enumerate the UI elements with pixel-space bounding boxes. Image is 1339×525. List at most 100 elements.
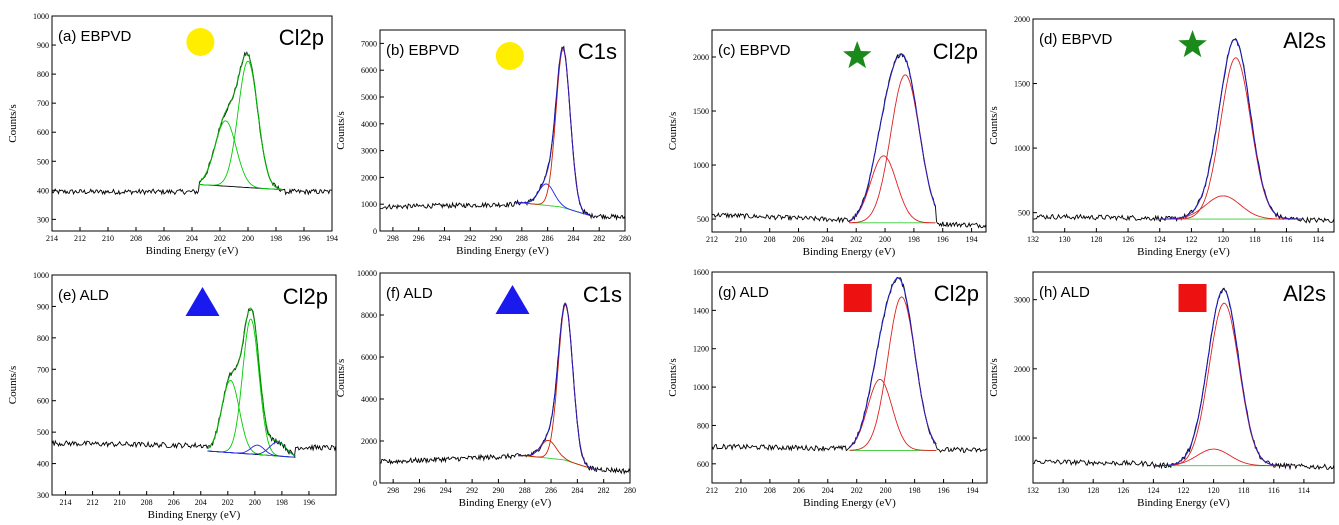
x-tick-label: 296 bbox=[413, 486, 425, 495]
y-tick-label: 400 bbox=[37, 186, 49, 195]
x-tick-label: 206 bbox=[793, 486, 805, 495]
x-tick-label: 290 bbox=[492, 486, 504, 495]
x-tick-label: 114 bbox=[1298, 486, 1310, 495]
x-tick-label: 198 bbox=[270, 234, 282, 243]
plot-frame bbox=[1032, 18, 1335, 233]
y-tick-label: 800 bbox=[37, 334, 49, 343]
x-tick-label: 206 bbox=[158, 234, 170, 243]
x-tick-label: 298 bbox=[387, 234, 399, 243]
y-tick-label: 2000 bbox=[361, 173, 377, 182]
x-tick-label: 286 bbox=[542, 234, 554, 243]
chart-panel: 212 210 208 206 204 202 200 198 196 194 500 1000 150… bbox=[667, 29, 987, 258]
x-axis-label: Binding Energy (eV) bbox=[1137, 246, 1230, 258]
x-tick-label: 196 bbox=[303, 498, 315, 507]
x-tick-label: 200 bbox=[880, 486, 892, 495]
y-tick-label: 1000 bbox=[33, 12, 49, 21]
y-tick-label: 1000 bbox=[1014, 144, 1030, 153]
x-tick-label: 116 bbox=[1268, 486, 1280, 495]
x-tick-label: 212 bbox=[74, 234, 86, 243]
plot-area bbox=[712, 53, 986, 229]
x-tick-label: 130 bbox=[1059, 235, 1071, 244]
plot-area bbox=[1033, 37, 1334, 224]
y-tick-label: 500 bbox=[697, 215, 709, 224]
x-tick-label: 208 bbox=[764, 486, 776, 495]
peak-label: C1s bbox=[583, 282, 622, 307]
plot-frame bbox=[51, 274, 337, 496]
x-tick-label: 200 bbox=[249, 498, 261, 507]
y-tick-label: 1000 bbox=[693, 161, 709, 170]
sample-marker-square bbox=[1178, 284, 1207, 312]
y-axis-label: Counts/s bbox=[667, 358, 679, 397]
fit-component-line bbox=[198, 60, 284, 190]
plot-area bbox=[1033, 287, 1334, 471]
fit-component-line bbox=[207, 318, 296, 458]
raw-spectrum-line bbox=[52, 51, 332, 196]
chart-panel: 298 296 294 292 290 288 286 284 282 280 0 1000 2000 3… bbox=[335, 29, 631, 257]
y-tick-label: 3000 bbox=[1014, 296, 1030, 305]
chart-panel: 214 212 210 208 206 204 202 200 198 196 300 400 500 6… bbox=[7, 271, 337, 521]
x-tick-label: 118 bbox=[1238, 486, 1250, 495]
y-tick-label: 2000 bbox=[693, 53, 709, 62]
peak-label: C1s bbox=[578, 39, 617, 64]
y-tick-label: 1000 bbox=[1014, 434, 1030, 443]
y-tick-label: 6000 bbox=[361, 353, 377, 362]
plot-area bbox=[712, 276, 987, 454]
x-tick-label: 282 bbox=[593, 234, 605, 243]
raw-spectrum-line bbox=[1033, 37, 1334, 224]
y-tick-label: 600 bbox=[37, 397, 49, 406]
fit-component-line bbox=[518, 304, 598, 471]
fit-envelope-line bbox=[518, 302, 598, 471]
y-axis-label: Counts/s bbox=[335, 359, 347, 398]
x-tick-label: 122 bbox=[1178, 486, 1190, 495]
x-tick-label: 210 bbox=[102, 234, 114, 243]
x-tick-label: 126 bbox=[1122, 235, 1134, 244]
panel-label: (e) ALD bbox=[58, 287, 109, 304]
y-tick-label: 400 bbox=[37, 460, 49, 469]
x-tick-label: 124 bbox=[1154, 235, 1166, 244]
x-tick-label: 294 bbox=[438, 234, 450, 243]
x-tick-label: 298 bbox=[387, 486, 399, 495]
x-tick-label: 212 bbox=[706, 486, 718, 495]
x-tick-label: 212 bbox=[706, 235, 718, 244]
fit-component-line bbox=[207, 379, 296, 458]
x-tick-label: 122 bbox=[1185, 235, 1197, 244]
peak-label: Cl2p bbox=[934, 281, 979, 306]
y-axis-label: Counts/s bbox=[988, 106, 1000, 145]
raw-spectrum-line bbox=[712, 53, 986, 229]
x-tick-label: 194 bbox=[326, 234, 338, 243]
y-tick-label: 2000 bbox=[361, 437, 377, 446]
fit-envelope-line bbox=[1159, 38, 1303, 220]
plot-area bbox=[52, 51, 332, 196]
x-tick-label: 296 bbox=[413, 234, 425, 243]
x-tick-label: 208 bbox=[130, 234, 142, 243]
sample-marker-star bbox=[843, 41, 872, 69]
panel-label: (f) ALD bbox=[386, 285, 433, 302]
y-tick-label: 1500 bbox=[1014, 80, 1030, 89]
y-tick-label: 1000 bbox=[361, 200, 377, 209]
x-axis-label: Binding Energy (eV) bbox=[803, 246, 896, 258]
x-tick-label: 210 bbox=[114, 498, 126, 507]
plot-frame bbox=[379, 272, 631, 484]
x-axis-label: Binding Energy (eV) bbox=[146, 245, 239, 257]
y-axis-label: Counts/s bbox=[335, 111, 347, 150]
fit-component-line bbox=[849, 378, 937, 451]
x-tick-label: 288 bbox=[519, 486, 531, 495]
x-tick-label: 114 bbox=[1312, 235, 1324, 244]
sample-marker-circle bbox=[495, 42, 524, 70]
x-tick-label: 130 bbox=[1057, 486, 1069, 495]
x-tick-label: 282 bbox=[598, 486, 610, 495]
x-tick-label: 214 bbox=[46, 234, 58, 243]
sample-marker-circle bbox=[186, 28, 215, 56]
x-tick-label: 292 bbox=[466, 486, 478, 495]
x-tick-label: 208 bbox=[764, 235, 776, 244]
y-tick-label: 10000 bbox=[357, 269, 377, 278]
x-tick-label: 294 bbox=[440, 486, 452, 495]
x-tick-label: 290 bbox=[490, 234, 502, 243]
raw-spectrum-line bbox=[380, 303, 630, 475]
x-tick-label: 202 bbox=[851, 486, 863, 495]
x-tick-label: 194 bbox=[966, 235, 978, 244]
y-tick-label: 0 bbox=[373, 227, 377, 236]
fit-component-line bbox=[849, 296, 937, 451]
x-tick-label: 126 bbox=[1117, 486, 1129, 495]
